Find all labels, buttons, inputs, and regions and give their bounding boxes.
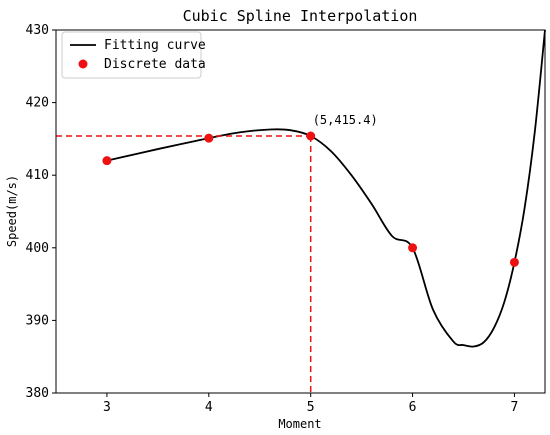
x-tick-label: 7	[511, 400, 519, 415]
data-point	[306, 131, 316, 141]
y-tick-label: 430	[26, 23, 49, 38]
x-axis-label: Moment	[278, 417, 321, 431]
legend: Fitting curve Discrete data	[61, 31, 206, 79]
data-point	[204, 133, 214, 143]
data-point	[509, 257, 519, 267]
annotation-label: (5,415.4)	[313, 113, 378, 127]
fitting-curve-line	[106, 29, 546, 348]
data-point	[102, 156, 112, 166]
legend-label-discrete-data: Discrete data	[104, 57, 206, 72]
plot-area: (5,415.4) 3 4 5 6 7 380 390 400 410 420 430	[26, 23, 546, 415]
x-tick-label: 4	[205, 400, 213, 415]
y-tick-label: 400	[26, 241, 49, 256]
legend-frame	[61, 31, 202, 79]
y-axis-label: Speed(m/s)	[5, 175, 19, 247]
x-tick-label: 5	[307, 400, 315, 415]
legend-marker-swatch	[78, 59, 88, 69]
y-tick-label: 390	[26, 313, 49, 328]
x-tick-label: 3	[103, 400, 111, 415]
chart-title: Cubic Spline Interpolation	[183, 7, 418, 25]
y-tick-label: 420	[26, 96, 49, 111]
legend-label-fitting-curve: Fitting curve	[104, 38, 206, 53]
y-tick-label: 380	[26, 386, 49, 401]
axes-frame	[55, 29, 546, 394]
y-tick-label: 410	[26, 168, 49, 183]
data-point	[408, 243, 418, 253]
x-tick-label: 6	[409, 400, 417, 415]
